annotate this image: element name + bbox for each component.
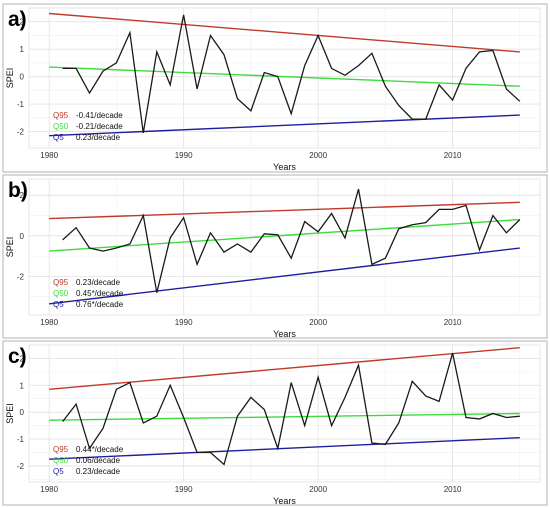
spei-series-line <box>62 14 521 134</box>
x-tick-label: 1980 <box>40 318 58 327</box>
chart-panel-2: -2 0 2 1980 1990 2000 2010 SPEI Years b) Q95 0.23/d… <box>2 174 548 339</box>
chart-panel-3: -2 -1 0 1 2 1980 1990 2000 2010 SPEI Years c) Q95 0.4… <box>2 340 548 506</box>
legend-trend-value: 0.76*/decade <box>76 300 124 309</box>
trend-line-q50 <box>49 66 520 87</box>
x-tick-label: 2010 <box>444 485 462 494</box>
panel-label: c) <box>8 345 27 368</box>
y-tick-label: -2 <box>17 462 25 471</box>
spei-series-line <box>62 188 521 293</box>
trend-line-q5 <box>49 114 520 137</box>
panel-label: a) <box>8 8 27 31</box>
panel-frame <box>2 3 548 173</box>
x-axis-label: Years <box>273 329 296 339</box>
trend-line-q5 <box>49 436 520 460</box>
y-tick-label: 0 <box>20 73 25 82</box>
y-tick-label: 0 <box>20 232 25 241</box>
trend-line-q95 <box>49 346 520 391</box>
legend-name: Q50 <box>53 122 69 131</box>
x-axis-label: Years <box>273 162 296 172</box>
legend-trend-value: 0.06/decade <box>76 456 121 465</box>
panel-label: b) <box>8 179 28 202</box>
x-axis-label: Years <box>273 496 296 506</box>
plot-area-border <box>28 7 541 149</box>
panel-frame <box>2 174 548 339</box>
trend-line-q95 <box>49 201 520 220</box>
x-tick-label: 2000 <box>309 485 327 494</box>
legend-name: Q50 <box>53 289 69 298</box>
chart-panel-1: -2 -1 0 1 2 1980 1990 2000 2010 SPEI Years a) Q95 -0.… <box>2 3 548 173</box>
legend-trend-value: 0.45*/decade <box>76 289 124 298</box>
legend-trend-value: 0.23/decade <box>76 133 121 142</box>
y-tick-label: -1 <box>17 100 25 109</box>
x-tick-label: 1990 <box>175 318 193 327</box>
x-tick-label: 1980 <box>40 485 58 494</box>
y-tick-label: 2 <box>20 191 25 200</box>
legend-trend-value: -0.41/decade <box>76 111 123 120</box>
panel-frame <box>2 340 548 506</box>
y-axis-label: SPEI <box>5 68 15 89</box>
legend-name: Q5 <box>53 133 64 142</box>
x-tick-label: 1990 <box>175 485 193 494</box>
spei-series-line <box>62 352 520 466</box>
y-tick-label: -2 <box>17 272 25 281</box>
legend-name: Q95 <box>53 445 69 454</box>
y-axis-label: SPEI <box>5 237 15 258</box>
trend-line-q50 <box>49 218 520 252</box>
legend-trend-value: 0.44*/decade <box>76 445 124 454</box>
legend-trend-value: -0.21/decade <box>76 122 123 131</box>
y-tick-label: 0 <box>20 408 25 417</box>
legend-name: Q50 <box>53 456 69 465</box>
y-tick-label: -1 <box>17 435 25 444</box>
x-tick-label: 2000 <box>309 318 327 327</box>
legend-trend-value: 0.23/decade <box>76 278 121 287</box>
trend-line-q95 <box>49 12 520 53</box>
legend-name: Q95 <box>53 278 69 287</box>
trend-line-q5 <box>49 247 520 305</box>
x-tick-label: 1990 <box>175 151 193 160</box>
plot-area-border <box>28 178 541 316</box>
legend-trend-value: 0.23/decade <box>76 467 121 476</box>
y-tick-label: 1 <box>20 381 25 390</box>
y-axis-label: SPEI <box>5 403 15 424</box>
plot-area-border <box>28 344 541 483</box>
legend-name: Q95 <box>53 111 69 120</box>
y-tick-label: 1 <box>20 45 25 54</box>
x-tick-label: 2010 <box>444 318 462 327</box>
y-tick-label: 2 <box>20 18 25 27</box>
legend-name: Q5 <box>53 300 64 309</box>
y-tick-label: 2 <box>20 354 25 363</box>
x-tick-label: 1980 <box>40 151 58 160</box>
x-tick-label: 2000 <box>309 151 327 160</box>
x-tick-label: 2010 <box>444 151 462 160</box>
legend-name: Q5 <box>53 467 64 476</box>
y-tick-label: -2 <box>17 128 25 137</box>
